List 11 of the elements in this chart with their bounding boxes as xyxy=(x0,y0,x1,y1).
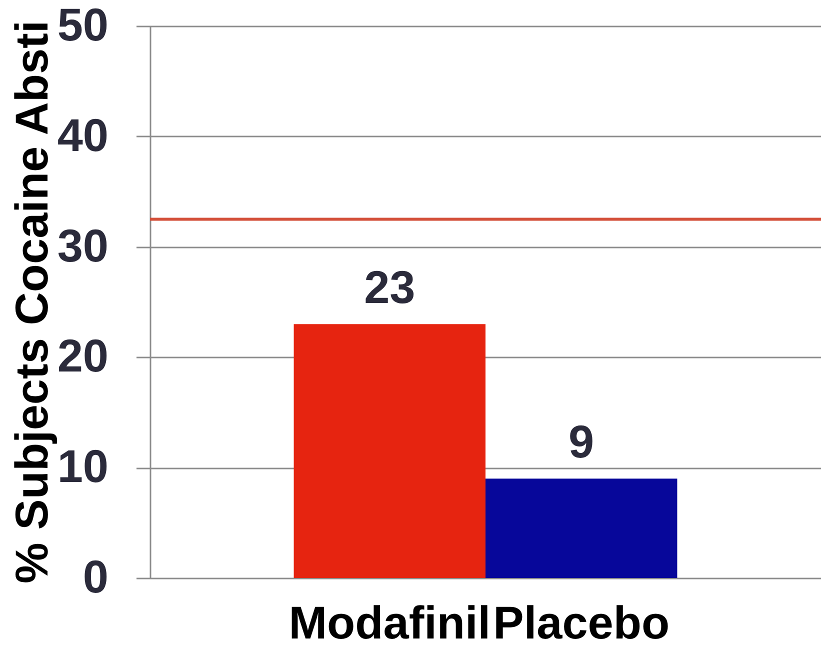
y-tick-label: 40 xyxy=(57,108,108,161)
y-tick-label: 50 xyxy=(57,0,108,50)
x-tick-label: Placebo xyxy=(493,596,670,648)
y-tick-label: 10 xyxy=(57,440,108,492)
x-tick-label: Modafinil xyxy=(288,596,491,648)
data-label: 23 xyxy=(364,261,416,314)
y-axis-title: % Subjects Cocaine Absti xyxy=(6,20,58,584)
data-label: 9 xyxy=(568,416,594,468)
y-tick-label: 0 xyxy=(82,550,108,602)
y-tick-label: 30 xyxy=(57,219,108,272)
y-tick-label: 20 xyxy=(57,330,108,382)
